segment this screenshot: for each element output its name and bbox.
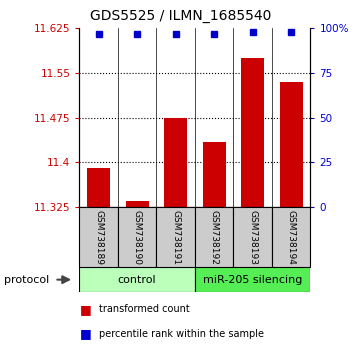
Text: GSM738190: GSM738190 — [133, 210, 142, 265]
Text: control: control — [118, 275, 156, 285]
Bar — [87, 169, 110, 207]
Text: miR-205 silencing: miR-205 silencing — [203, 275, 303, 285]
Text: GDS5525 / ILMN_1685540: GDS5525 / ILMN_1685540 — [90, 9, 271, 23]
Text: GSM738189: GSM738189 — [94, 210, 103, 265]
Text: GSM738191: GSM738191 — [171, 210, 180, 265]
Text: ■: ■ — [79, 303, 91, 316]
Text: percentile rank within the sample: percentile rank within the sample — [99, 329, 264, 339]
Text: transformed count: transformed count — [99, 304, 190, 314]
Bar — [79, 207, 118, 267]
Bar — [203, 142, 226, 207]
Text: GSM738193: GSM738193 — [248, 210, 257, 265]
Bar — [241, 58, 264, 207]
Text: GSM738194: GSM738194 — [287, 210, 296, 265]
Bar — [164, 118, 187, 207]
Bar — [272, 207, 310, 267]
Bar — [156, 207, 195, 267]
Bar — [195, 267, 310, 292]
Bar — [126, 201, 149, 207]
Text: ■: ■ — [79, 327, 91, 341]
Bar — [195, 207, 234, 267]
Text: protocol: protocol — [4, 275, 49, 285]
Bar — [280, 82, 303, 207]
Text: GSM738192: GSM738192 — [210, 210, 219, 265]
Bar — [118, 207, 156, 267]
Bar — [79, 267, 195, 292]
Bar — [234, 207, 272, 267]
